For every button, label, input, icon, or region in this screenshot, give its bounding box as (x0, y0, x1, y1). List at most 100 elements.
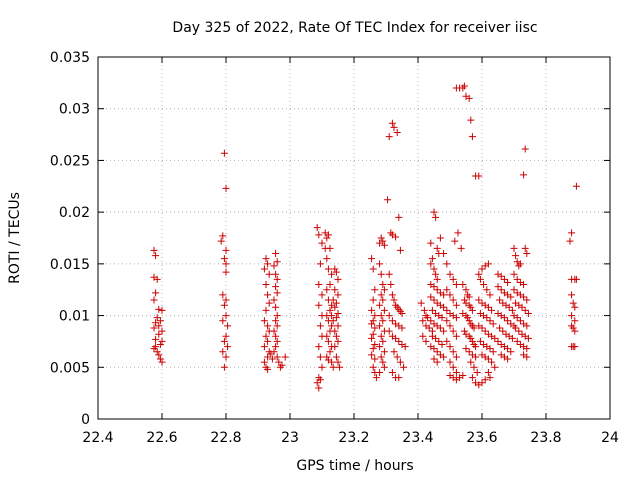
y-tick-label: 0.03 (59, 102, 90, 118)
data-point (393, 353, 401, 361)
data-point (265, 299, 273, 307)
data-point (270, 262, 278, 270)
data-point (379, 296, 387, 304)
data-point (220, 337, 228, 345)
data-point (491, 363, 499, 371)
data-point (427, 239, 435, 247)
data-point (377, 332, 385, 340)
data-point (422, 337, 430, 345)
data-point (516, 317, 524, 325)
data-point (446, 270, 454, 278)
data-point (446, 343, 454, 351)
data-point (449, 348, 457, 356)
data-point (328, 322, 336, 330)
data-point (419, 332, 427, 340)
data-point (524, 334, 532, 342)
data-point (523, 250, 531, 258)
data-point (150, 296, 158, 304)
data-point (323, 255, 331, 263)
data-point (390, 348, 398, 356)
data-point (281, 353, 289, 361)
data-point (272, 283, 280, 291)
data-point (155, 305, 163, 313)
data-point (467, 358, 475, 366)
data-point (262, 281, 270, 289)
data-point (440, 303, 448, 311)
ticks-layer (97, 56, 611, 420)
data-point (380, 241, 388, 249)
data-point (396, 246, 404, 254)
data-point (484, 355, 492, 363)
data-point (417, 299, 425, 307)
data-point (507, 348, 515, 356)
data-point (520, 293, 528, 301)
data-point (222, 246, 230, 254)
data-point (220, 255, 228, 263)
data-point (427, 317, 435, 325)
data-point (449, 275, 457, 283)
data-point (153, 348, 161, 356)
data-point (272, 343, 280, 351)
data-point (152, 289, 160, 297)
data-point (427, 260, 435, 268)
data-point (323, 332, 331, 340)
x-tick-label: 23.6 (466, 430, 497, 446)
data-point (523, 345, 531, 353)
data-point (425, 324, 433, 332)
data-point (449, 363, 457, 371)
data-point (508, 334, 516, 342)
data-point (478, 379, 486, 387)
data-point (446, 358, 454, 366)
data-point (156, 317, 164, 325)
data-point (398, 310, 406, 318)
data-point (433, 358, 441, 366)
data-point (153, 314, 161, 322)
data-point (153, 275, 161, 283)
data-point (380, 306, 388, 314)
tick-labels-layer: 22.4 22.6 22.8 23 23.2 23.4 23.6 23.8 24 0 0.005 0.… (50, 50, 619, 446)
data-point (379, 358, 387, 366)
data-point (331, 303, 339, 311)
data-point (334, 358, 342, 366)
y-tick-label: 0.035 (50, 50, 90, 66)
data-point (462, 286, 470, 294)
data-point (438, 341, 446, 349)
data-point (222, 296, 230, 304)
data-point (430, 208, 438, 216)
data-point (155, 322, 163, 330)
data-point (262, 306, 270, 314)
data-point (369, 296, 377, 304)
data-point (508, 306, 516, 314)
data-point (462, 345, 470, 353)
x-tick-label: 23.4 (402, 430, 433, 446)
y-tick-label: 0.005 (50, 360, 90, 376)
data-point (489, 320, 497, 328)
data-point (516, 260, 524, 268)
data-point (222, 332, 230, 340)
data-point (481, 376, 489, 384)
data-point (150, 246, 158, 254)
data-point (388, 291, 396, 299)
data-point (316, 376, 324, 384)
data-point (332, 299, 340, 307)
data-point (475, 172, 483, 180)
data-point (158, 358, 166, 366)
data-point (459, 372, 467, 380)
data-point (371, 324, 379, 332)
data-point (468, 374, 476, 382)
data-point (504, 278, 512, 286)
data-point (491, 334, 499, 342)
data-point (440, 250, 448, 258)
data-point (385, 133, 393, 141)
data-point (267, 350, 275, 358)
data-point (430, 283, 438, 291)
data-point (152, 252, 160, 260)
data-point (571, 343, 579, 351)
data-point (428, 306, 436, 314)
data-point (568, 312, 576, 320)
data-point (395, 337, 403, 345)
data-point (222, 260, 230, 268)
data-point (264, 260, 272, 268)
data-point (260, 358, 268, 366)
